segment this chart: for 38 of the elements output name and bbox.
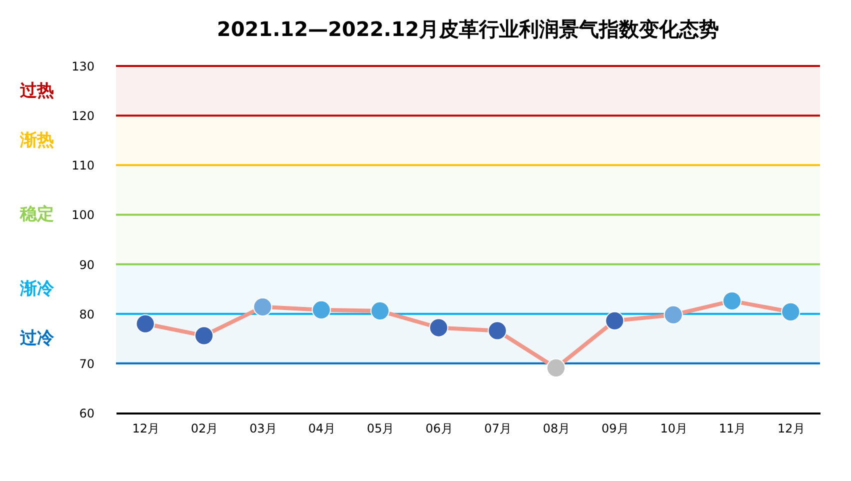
point [722,291,742,311]
x-tick-label: 07月 [484,422,512,436]
point [605,311,624,330]
band-label: 渐热 [19,130,54,150]
y-tick-label: 80 [79,307,94,322]
x-tick-label: 10月 [660,422,688,436]
point [781,302,800,322]
y-tick-label: 60 [79,406,94,420]
y-tick-label: 130 [72,60,94,74]
x-tick-label: 09月 [602,422,629,436]
point [546,358,566,378]
y-tick-label: 90 [79,258,94,272]
point [664,305,683,324]
point [488,321,507,340]
y-tick-label: 100 [72,208,94,222]
x-tick-label: 03月 [250,422,277,436]
band-label: 过冷 [19,328,55,349]
band-label: 过热 [19,80,54,101]
x-tick-label: 08月 [542,422,570,436]
x-tick-label: 12月 [132,422,160,436]
band-label: 渐冷 [19,279,55,300]
point [253,297,272,316]
x-tick-label: 02月 [190,422,218,436]
point [136,314,155,334]
y-tick-label: 120 [72,109,94,124]
x-tick-label: 05月 [366,422,394,436]
point [370,301,390,320]
point [429,318,448,338]
y-tick-label: 110 [72,158,94,173]
x-tick-label: 12月 [778,422,805,436]
point [194,326,214,346]
y-tick-label: 70 [79,356,94,371]
band-label: 稳定 [19,204,54,225]
x-tick-label: 04月 [308,422,336,436]
x-tick-label: 11月 [718,422,746,436]
point [312,300,331,320]
x-tick-label: 06月 [426,422,453,436]
chart-title: 2021.12—2022.12月皮革行业利润景气指数变化态势 [216,17,720,41]
